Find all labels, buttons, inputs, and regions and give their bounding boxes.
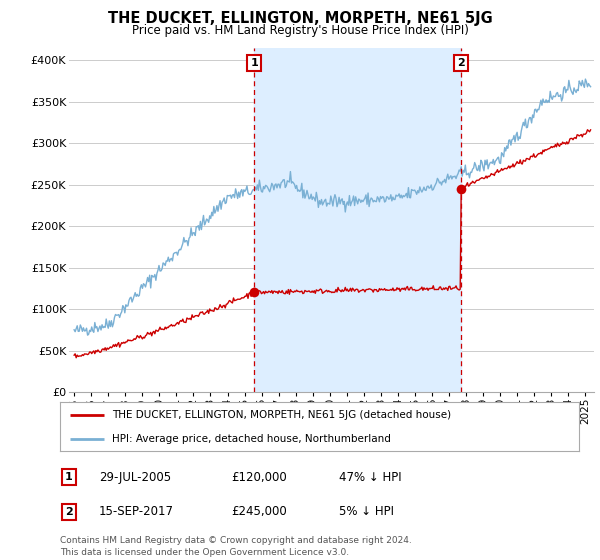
Text: THE DUCKET, ELLINGTON, MORPETH, NE61 5JG (detached house): THE DUCKET, ELLINGTON, MORPETH, NE61 5JG… xyxy=(112,410,451,420)
Text: 2: 2 xyxy=(65,507,73,517)
Text: 29-JUL-2005: 29-JUL-2005 xyxy=(99,470,171,484)
Text: 15-SEP-2017: 15-SEP-2017 xyxy=(99,505,174,519)
Text: Price paid vs. HM Land Registry's House Price Index (HPI): Price paid vs. HM Land Registry's House … xyxy=(131,24,469,36)
Text: £120,000: £120,000 xyxy=(231,470,287,484)
Text: Contains HM Land Registry data © Crown copyright and database right 2024.
This d: Contains HM Land Registry data © Crown c… xyxy=(60,536,412,557)
Text: £245,000: £245,000 xyxy=(231,505,287,519)
Text: 1: 1 xyxy=(250,58,258,68)
Text: THE DUCKET, ELLINGTON, MORPETH, NE61 5JG: THE DUCKET, ELLINGTON, MORPETH, NE61 5JG xyxy=(107,11,493,26)
Text: 5% ↓ HPI: 5% ↓ HPI xyxy=(339,505,394,519)
Text: HPI: Average price, detached house, Northumberland: HPI: Average price, detached house, Nort… xyxy=(112,435,391,445)
Text: 47% ↓ HPI: 47% ↓ HPI xyxy=(339,470,401,484)
Bar xyxy=(254,48,461,392)
Text: 2: 2 xyxy=(457,58,465,68)
Text: 1: 1 xyxy=(65,472,73,482)
